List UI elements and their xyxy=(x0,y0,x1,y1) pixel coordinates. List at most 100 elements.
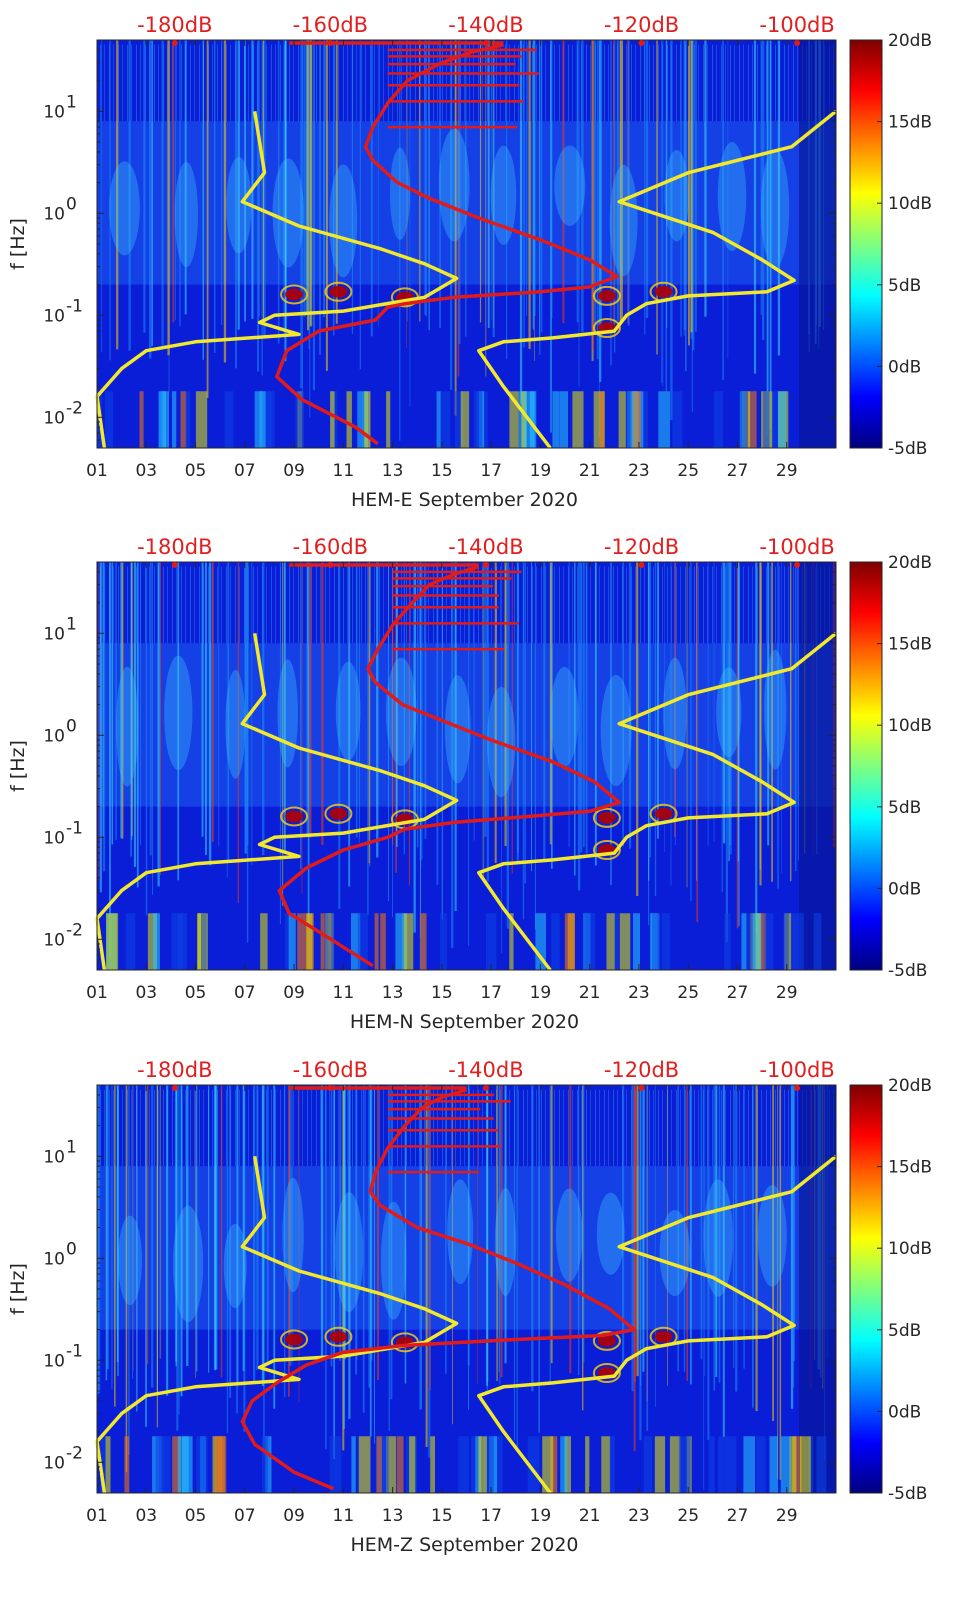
spectral-stripe xyxy=(531,562,532,872)
low-frequency-cell xyxy=(799,1436,811,1493)
spectral-stripe xyxy=(408,562,410,886)
spectral-stripe xyxy=(725,562,728,942)
low-frequency-cell xyxy=(297,913,307,970)
no-data-region xyxy=(799,40,836,448)
spectral-stripe xyxy=(733,1085,735,1368)
spectral-stripe xyxy=(257,40,260,372)
low-frequency-cell xyxy=(593,391,605,448)
spectral-stripe xyxy=(236,1085,238,1414)
spectral-stripe xyxy=(661,40,663,384)
low-frequency-cell xyxy=(551,913,560,970)
hot-spot xyxy=(329,1330,348,1343)
energy-plume xyxy=(490,145,517,245)
energy-plume xyxy=(609,164,638,277)
spectral-stripe xyxy=(727,40,729,359)
low-frequency-cell xyxy=(374,913,379,970)
low-frequency-cell xyxy=(627,391,639,448)
low-frequency-cell xyxy=(486,913,497,970)
low-frequency-cell xyxy=(105,391,113,448)
spectral-stripe xyxy=(543,562,546,860)
spectral-stripe xyxy=(105,1085,108,1381)
low-frequency-cell xyxy=(780,1436,791,1493)
spectral-stripe xyxy=(723,562,726,844)
low-frequency-cell xyxy=(458,1436,469,1493)
x-tick-label: 17 xyxy=(480,461,502,481)
low-frequency-cell xyxy=(440,913,448,970)
spectral-stripe xyxy=(121,562,124,839)
spectral-stripe xyxy=(220,1085,223,1378)
spectral-stripe xyxy=(511,562,513,874)
spectral-stripe xyxy=(403,562,405,855)
spectral-stripe xyxy=(117,1085,119,1377)
spectral-stripe xyxy=(339,1085,342,1361)
top-db-label: -160dB xyxy=(293,1058,368,1082)
spectral-stripe xyxy=(517,562,519,853)
low-frequency-cell xyxy=(158,391,166,448)
low-frequency-cell xyxy=(471,1436,476,1493)
spectral-stripe xyxy=(312,40,315,391)
spectral-stripe xyxy=(585,562,588,854)
top-db-label: -180dB xyxy=(137,535,212,559)
spectral-stripe xyxy=(646,1085,649,1431)
x-tick-label: 23 xyxy=(628,983,650,1003)
x-tick-label: 01 xyxy=(86,983,108,1003)
spectral-stripe xyxy=(707,1085,710,1440)
spectral-stripe xyxy=(214,1085,218,1370)
spectral-stripe xyxy=(690,1085,692,1385)
top-db-label: -120dB xyxy=(604,13,679,37)
spectral-stripe xyxy=(421,562,423,859)
spectral-stripe xyxy=(550,1085,553,1364)
spectral-stripe xyxy=(306,562,308,837)
x-tick-label: 29 xyxy=(776,983,798,1003)
spectral-stripe xyxy=(568,562,570,847)
x-tick-label: 21 xyxy=(579,1506,601,1526)
low-frequency-cell xyxy=(105,1436,111,1493)
low-frequency-cell xyxy=(746,391,757,448)
spectral-stripe xyxy=(753,40,757,374)
spectral-stripe xyxy=(177,562,180,881)
spectral-stripe xyxy=(377,40,379,327)
spectral-stripe xyxy=(227,562,230,862)
spectral-stripe xyxy=(458,40,461,344)
spectral-stripe xyxy=(696,562,699,923)
spectral-stripe xyxy=(159,1085,161,1359)
spectral-stripe xyxy=(229,1085,232,1398)
panel-hem-n: 01 03 05 07 09 11 13 15 17 19 21 23 25 27 2910-210-110… xyxy=(7,535,932,1033)
spectral-stripe xyxy=(477,1085,478,1385)
spectral-stripe xyxy=(429,1085,431,1390)
x-tick-label: 11 xyxy=(333,983,355,1003)
low-frequency-cell xyxy=(651,913,661,970)
spectral-stripe xyxy=(516,1085,518,1450)
energy-plume xyxy=(600,675,632,787)
low-frequency-cell xyxy=(724,1436,737,1493)
spectral-stripe xyxy=(487,40,490,328)
spectral-stripe xyxy=(338,562,341,909)
energy-plume xyxy=(272,158,304,268)
colorbar xyxy=(850,40,882,448)
hot-spot xyxy=(285,810,304,823)
spectral-stripe xyxy=(166,1085,169,1396)
spectral-stripe xyxy=(485,40,487,377)
spectral-stripe xyxy=(532,40,534,329)
spectral-stripe xyxy=(540,40,543,333)
low-frequency-cell xyxy=(324,913,335,970)
low-frequency-cell xyxy=(403,913,414,970)
spectral-stripe xyxy=(551,562,553,869)
spectral-stripe xyxy=(737,562,739,862)
spectral-stripe xyxy=(242,1085,244,1371)
spectral-stripe xyxy=(404,1085,407,1384)
top-db-marker xyxy=(171,40,178,46)
x-tick-label: 09 xyxy=(283,461,305,481)
hot-spot-halo xyxy=(592,807,621,828)
x-tick-label: 07 xyxy=(234,1506,256,1526)
spectral-stripe xyxy=(179,40,181,327)
spectral-stripe xyxy=(596,40,599,360)
spectral-stripe xyxy=(519,40,523,404)
spectral-stripe xyxy=(718,1085,721,1383)
spectral-stripe xyxy=(722,1085,725,1437)
spectral-stripe xyxy=(102,562,104,837)
low-frequency-cell xyxy=(386,1436,397,1493)
hot-spot-halo xyxy=(324,803,353,824)
colorbar-tick-label: 15dB xyxy=(888,113,932,133)
spectral-stripe xyxy=(473,562,475,841)
